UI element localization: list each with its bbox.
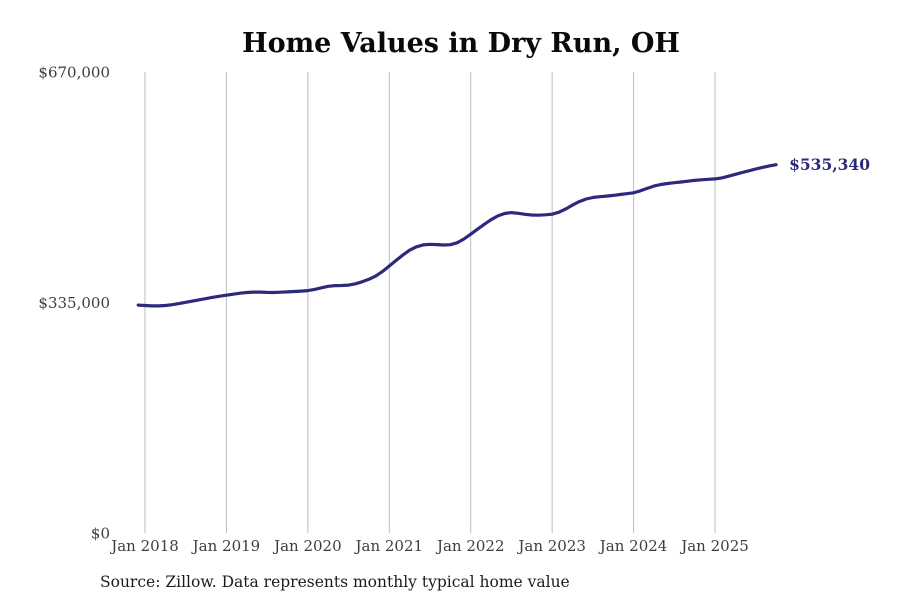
x-tick-label: Jan 2023 xyxy=(516,537,586,555)
y-tick-label: $0 xyxy=(91,524,110,542)
x-tick-label: Jan 2022 xyxy=(435,537,505,555)
x-tick-label: Jan 2025 xyxy=(679,537,749,555)
x-tick-label: Jan 2019 xyxy=(191,537,261,555)
home-value-line xyxy=(136,163,778,308)
x-tick-label: Jan 2020 xyxy=(272,537,342,555)
gridlines xyxy=(144,72,716,533)
chart-title: Home Values in Dry Run, OH xyxy=(242,28,680,59)
x-tick-label: Jan 2018 xyxy=(109,537,179,555)
last-value-label: $535,340 xyxy=(789,155,870,174)
y-tick-label: $670,000 xyxy=(38,63,110,81)
y-tick-label: $335,000 xyxy=(38,294,110,312)
y-axis-labels: $0 $335,000 $670,000 xyxy=(38,63,110,542)
x-tick-label: Jan 2024 xyxy=(598,537,668,555)
source-note: Source: Zillow. Data represents monthly … xyxy=(100,573,570,591)
x-tick-label: Jan 2021 xyxy=(354,537,424,555)
x-axis-labels: Jan 2018 Jan 2019 Jan 2020 Jan 2021 Jan 2022… xyxy=(109,537,749,555)
